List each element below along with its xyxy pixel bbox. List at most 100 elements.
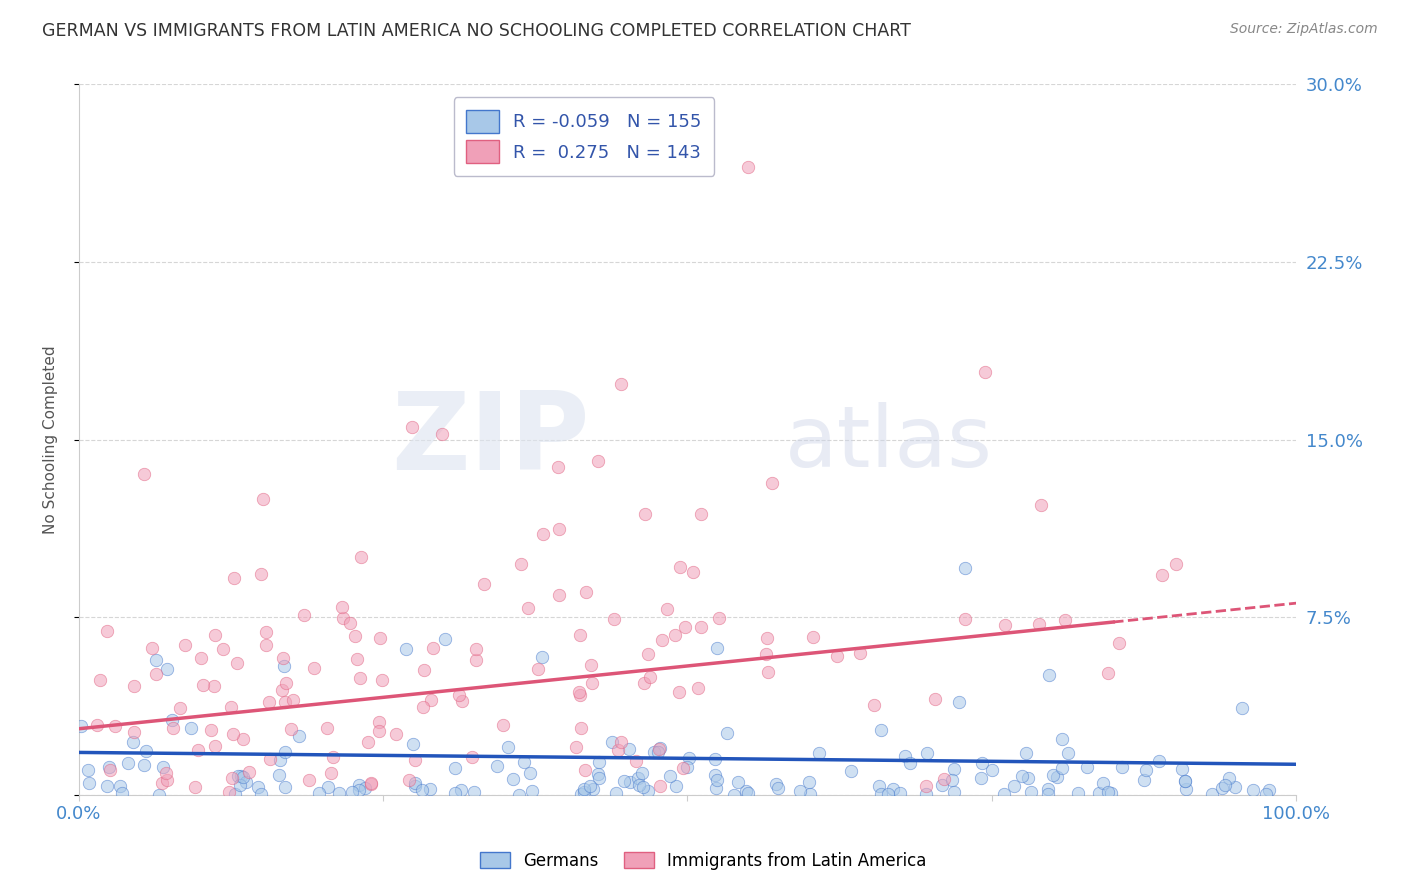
Point — [191, 677, 214, 691]
Point — [610, 377, 633, 392]
Point — [1111, 759, 1133, 773]
Point — [870, 723, 893, 737]
Point — [704, 780, 727, 795]
Point — [443, 761, 465, 775]
Point — [678, 751, 700, 765]
Point — [568, 688, 591, 702]
Point — [548, 588, 571, 602]
Point — [122, 724, 145, 739]
Point — [915, 779, 938, 793]
Point — [789, 784, 811, 798]
Point — [1241, 782, 1264, 797]
Point — [77, 776, 100, 790]
Point — [1174, 774, 1197, 789]
Point — [224, 787, 246, 801]
Point — [672, 761, 695, 775]
Point — [638, 670, 661, 684]
Point — [1097, 665, 1119, 680]
Point — [547, 522, 569, 536]
Point — [1108, 635, 1130, 649]
Point — [124, 679, 146, 693]
Point — [768, 781, 790, 796]
Point — [339, 615, 361, 630]
Point — [1091, 776, 1114, 790]
Point — [204, 628, 226, 642]
Point — [628, 778, 651, 792]
Point — [1019, 784, 1042, 798]
Point — [659, 769, 682, 783]
Point — [346, 651, 368, 665]
Point — [588, 771, 610, 785]
Point — [222, 571, 245, 585]
Point — [328, 786, 350, 800]
Point — [111, 786, 134, 800]
Point — [1015, 746, 1038, 760]
Point — [274, 744, 297, 758]
Point — [411, 783, 433, 797]
Point — [869, 788, 891, 802]
Point — [1050, 731, 1073, 746]
Point — [156, 773, 179, 788]
Point — [1036, 782, 1059, 797]
Point — [148, 788, 170, 802]
Point — [250, 787, 273, 801]
Point — [617, 742, 640, 756]
Point — [575, 585, 598, 599]
Point — [464, 641, 486, 656]
Point — [155, 766, 177, 780]
Point — [948, 695, 970, 709]
Point — [173, 639, 195, 653]
Point — [610, 735, 633, 749]
Point — [145, 653, 167, 667]
Point — [122, 735, 145, 749]
Point — [394, 641, 416, 656]
Point — [104, 719, 127, 733]
Point — [602, 734, 624, 748]
Y-axis label: No Schooling Completed: No Schooling Completed — [44, 345, 58, 534]
Point — [222, 727, 245, 741]
Point — [254, 624, 277, 639]
Point — [993, 787, 1015, 801]
Point — [723, 788, 745, 802]
Point — [413, 663, 436, 677]
Point — [668, 685, 690, 699]
Point — [1174, 774, 1197, 789]
Point — [1150, 568, 1173, 582]
Point — [924, 692, 946, 706]
Point — [1028, 617, 1050, 632]
Point — [915, 787, 938, 801]
Point — [799, 787, 821, 801]
Point — [271, 683, 294, 698]
Point — [1038, 668, 1060, 682]
Point — [259, 752, 281, 766]
Point — [603, 612, 626, 626]
Point — [673, 620, 696, 634]
Point — [273, 659, 295, 673]
Point — [565, 739, 588, 754]
Point — [704, 768, 727, 782]
Point — [761, 476, 783, 491]
Point — [257, 695, 280, 709]
Point — [422, 640, 444, 655]
Point — [613, 774, 636, 789]
Point — [472, 577, 495, 591]
Point — [464, 653, 486, 667]
Point — [605, 786, 627, 800]
Point — [190, 650, 212, 665]
Point — [1067, 786, 1090, 800]
Point — [863, 698, 886, 713]
Point — [513, 755, 536, 769]
Point — [492, 718, 515, 732]
Point — [839, 764, 862, 779]
Point — [651, 632, 673, 647]
Point — [1057, 746, 1080, 760]
Point — [579, 658, 602, 673]
Point — [579, 779, 602, 793]
Point — [1042, 768, 1064, 782]
Point — [354, 781, 377, 796]
Point — [1002, 780, 1025, 794]
Point — [169, 701, 191, 715]
Point — [274, 780, 297, 794]
Point — [212, 642, 235, 657]
Point — [970, 771, 993, 785]
